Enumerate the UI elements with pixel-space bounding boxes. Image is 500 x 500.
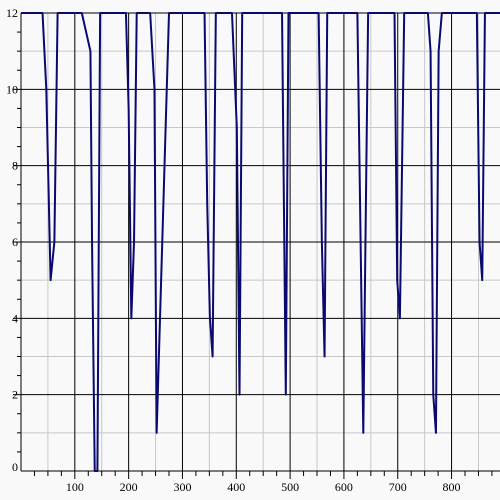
y-tick-label: 10 xyxy=(6,82,18,96)
axis-ticks xyxy=(13,13,500,479)
x-tick-label: 400 xyxy=(227,480,245,494)
y-tick-label: 2 xyxy=(12,388,18,402)
y-tick-label: 6 xyxy=(12,235,18,249)
x-tick-label: 300 xyxy=(173,480,191,494)
x-tick-label: 500 xyxy=(281,480,299,494)
x-tick-label: 100 xyxy=(66,480,84,494)
y-tick-label: 4 xyxy=(12,311,18,325)
series-line-1 xyxy=(21,12,500,472)
series-layer xyxy=(21,12,500,472)
x-tick-label: 800 xyxy=(443,480,461,494)
tick-labels: 100 200 300 400 500 600 700 800 0 2 4 6 8 10 12 xyxy=(6,6,461,494)
y-tick-label: 12 xyxy=(6,6,18,20)
x-tick-label: 700 xyxy=(389,480,407,494)
x-tick-label: 200 xyxy=(120,480,138,494)
y-tick-label: 0 xyxy=(12,460,18,474)
y-tick-label: 8 xyxy=(12,159,18,173)
x-tick-label: 600 xyxy=(335,480,353,494)
